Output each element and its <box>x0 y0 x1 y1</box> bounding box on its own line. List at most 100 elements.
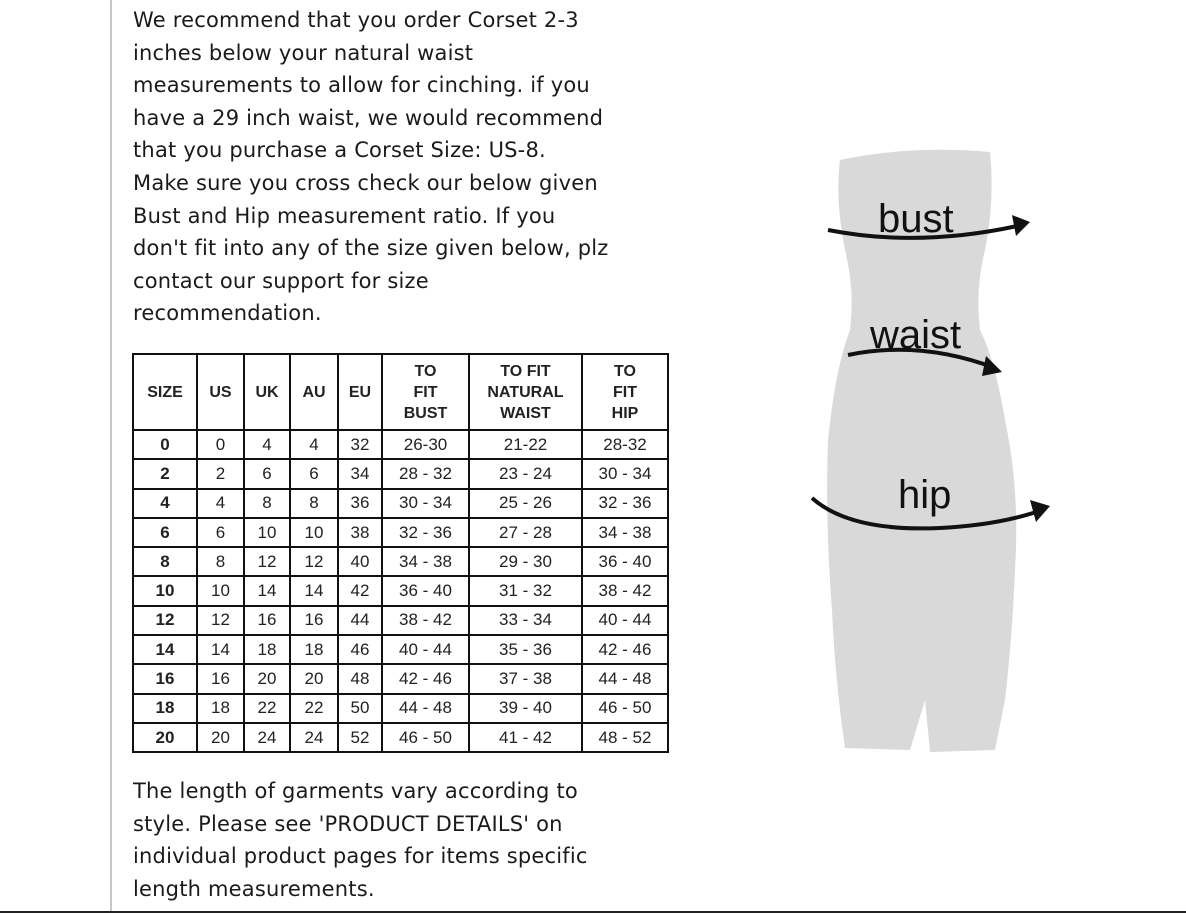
table-cell: 44 - 48 <box>581 663 669 695</box>
table-cell: 20 <box>289 663 339 695</box>
table-cell: 32 - 36 <box>581 487 669 519</box>
table-cell: 12 <box>196 604 245 637</box>
table-cell: 20 <box>196 721 245 754</box>
table-cell: 34 - 38 <box>381 546 470 578</box>
text-line: We recommend that you order Corset 2-3 <box>133 8 579 32</box>
table-cell: 36 - 40 <box>381 575 470 607</box>
table-cell: 23 - 24 <box>468 458 583 490</box>
text-line: that you purchase a Corset Size: US-8. <box>133 138 546 163</box>
table-row: 4 4 8 8 36 30 - 34 25 - 26 32 - 36 <box>132 487 669 519</box>
table-cell: 18 <box>243 634 291 666</box>
table-cell: 46 - 50 <box>581 692 669 724</box>
table-cell: 4 <box>132 487 198 519</box>
body-measurement-figure: bust waist hip <box>810 149 1050 753</box>
table-cell: 14 <box>196 634 245 666</box>
table-cell: 40 - 44 <box>581 604 669 637</box>
bust-label: bust <box>878 197 954 241</box>
left-divider <box>110 0 112 912</box>
table-cell: 28-32 <box>581 428 669 461</box>
table-cell: 18 <box>132 692 198 724</box>
table-cell: 14 <box>132 634 198 666</box>
table-cell: 21-22 <box>468 428 583 461</box>
column-header: TO FIT HIP <box>581 353 669 431</box>
table-cell: 20 <box>132 721 198 754</box>
table-cell: 16 <box>196 663 245 695</box>
table-cell: 24 <box>289 721 339 754</box>
column-header: SIZE <box>132 353 198 431</box>
table-row: 20 20 24 24 52 46 - 50 41 - 42 48 - 52 <box>132 721 669 754</box>
table-cell: 24 <box>243 721 291 754</box>
header-line: FIT <box>613 383 637 401</box>
table-cell: 16 <box>289 604 339 637</box>
text-line: have a 29 inch waist, we would recommend <box>133 105 604 130</box>
header-line: TO FIT <box>500 362 551 380</box>
text-line: The length of garments vary according to <box>133 779 578 803</box>
table-cell: 44 - 48 <box>381 692 470 724</box>
table-cell: 34 <box>337 458 383 490</box>
column-header: EU <box>337 353 383 431</box>
table-cell: 50 <box>337 692 383 724</box>
text-line: measurements to allow for cinching. if y… <box>133 73 590 98</box>
table-cell: 8 <box>132 546 198 578</box>
table-cell: 46 - 50 <box>381 721 470 754</box>
table-cell: 6 <box>196 516 245 549</box>
table-cell: 22 <box>289 692 339 724</box>
table-cell: 6 <box>243 458 291 490</box>
table-row: 16 16 20 20 48 42 - 46 37 - 38 44 - 48 <box>132 663 669 695</box>
table-cell: 26-30 <box>381 428 470 461</box>
table-cell: 39 - 40 <box>468 692 583 724</box>
table-cell: 42 - 46 <box>381 663 470 695</box>
table-cell: 38 <box>337 516 383 549</box>
table-cell: 36 <box>337 487 383 519</box>
table-cell: 31 - 32 <box>468 575 583 607</box>
header-line: FIT <box>413 383 438 401</box>
table-cell: 12 <box>289 546 339 578</box>
text-line: Make sure you cross check our below give… <box>133 170 598 195</box>
header-line: EU <box>348 383 372 401</box>
header-line: AU <box>302 383 326 401</box>
table-row: 0 0 4 4 32 26-30 21-22 28-32 <box>132 428 669 461</box>
header-line: NATURAL <box>487 383 564 401</box>
table-cell: 40 - 44 <box>381 634 470 666</box>
table-cell: 25 - 26 <box>468 487 583 519</box>
table-cell: 46 <box>337 634 383 666</box>
table-cell: 12 <box>132 604 198 637</box>
table-cell: 38 - 42 <box>381 604 470 637</box>
table-cell: 41 - 42 <box>468 721 583 754</box>
text-line: don't fit into any of the size given bel… <box>133 236 609 261</box>
table-cell: 42 - 46 <box>581 634 669 666</box>
text-line: length measurements. <box>133 876 375 901</box>
table-cell: 40 <box>337 546 383 578</box>
table-cell: 28 - 32 <box>381 458 470 490</box>
table-cell: 16 <box>243 604 291 637</box>
table-cell: 12 <box>243 546 291 578</box>
table-cell: 10 <box>243 516 291 549</box>
table-cell: 8 <box>289 487 339 519</box>
table-cell: 2 <box>196 458 245 490</box>
table-cell: 22 <box>243 692 291 724</box>
table-cell: 4 <box>196 487 245 519</box>
table-cell: 18 <box>196 692 245 724</box>
table-cell: 8 <box>196 546 245 578</box>
size-chart-table: SIZE US UK AU EU TO FIT BUST TO FIT NATURAL WAIST T… <box>132 353 669 754</box>
table-cell: 34 - 38 <box>581 516 669 549</box>
table-cell: 8 <box>243 487 291 519</box>
bust-arrow <box>827 223 1023 240</box>
table-row: 8 8 12 12 40 34 - 38 29 - 30 36 - 40 <box>132 546 669 578</box>
column-header: TO FIT NATURAL WAIST <box>468 353 583 431</box>
hip-arrow <box>810 496 1043 531</box>
table-cell: 4 <box>243 428 291 461</box>
table-cell: 36 - 40 <box>581 546 669 578</box>
table-cell: 33 - 34 <box>468 604 583 637</box>
table-cell: 35 - 36 <box>468 634 583 666</box>
header-line: US <box>209 383 232 401</box>
table-cell: 16 <box>132 663 198 695</box>
body-silhouette <box>827 149 1017 753</box>
table-cell: 18 <box>289 634 339 666</box>
bottom-divider <box>0 911 1186 913</box>
table-cell: 52 <box>337 721 383 754</box>
table-cell: 6 <box>132 516 198 549</box>
table-cell: 42 <box>337 575 383 607</box>
table-cell: 38 - 42 <box>581 575 669 607</box>
table-row: 14 14 18 18 46 40 - 44 35 - 36 42 - 46 <box>132 634 669 666</box>
